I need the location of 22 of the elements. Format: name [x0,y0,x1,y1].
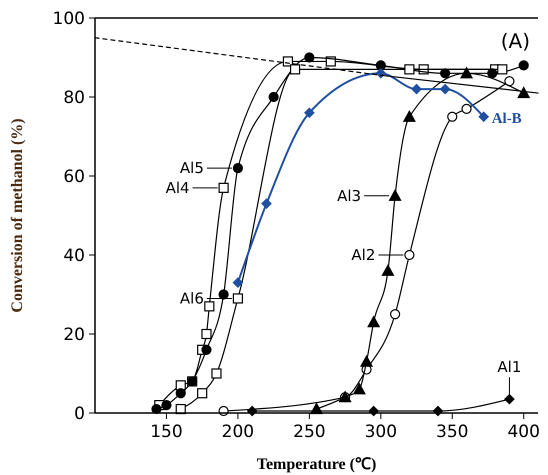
legend-label: Al4 [166,178,190,197]
x-tick-label: 400 [507,422,540,442]
y-tick-label: 80 [63,88,85,108]
y-tick-label: 40 [63,246,85,266]
x-tick-label: 350 [436,422,468,442]
annotation: (A) [500,29,530,53]
y-tick-label: 0 [74,404,85,424]
series-label: Al-B [492,110,522,127]
y-axis-title: Conversion of methanol (%) [9,118,26,313]
legend-label: Al3 [337,186,362,205]
x-tick-label: 200 [222,422,254,442]
y-tick-label: 20 [63,325,85,345]
x-tick-label: 300 [364,422,398,442]
y-tick-label: 60 [63,167,85,187]
x-tick-label: 250 [293,422,326,442]
series-label: Al1 [497,358,522,376]
legend-label: Al5 [180,159,204,178]
x-axis-title: Temperature (℃) [256,456,376,473]
y-tick-label: 100 [52,9,85,29]
legend-label: Al2 [351,246,376,264]
x-tick-label: 150 [150,422,183,442]
legend-label: Al6 [180,289,204,308]
